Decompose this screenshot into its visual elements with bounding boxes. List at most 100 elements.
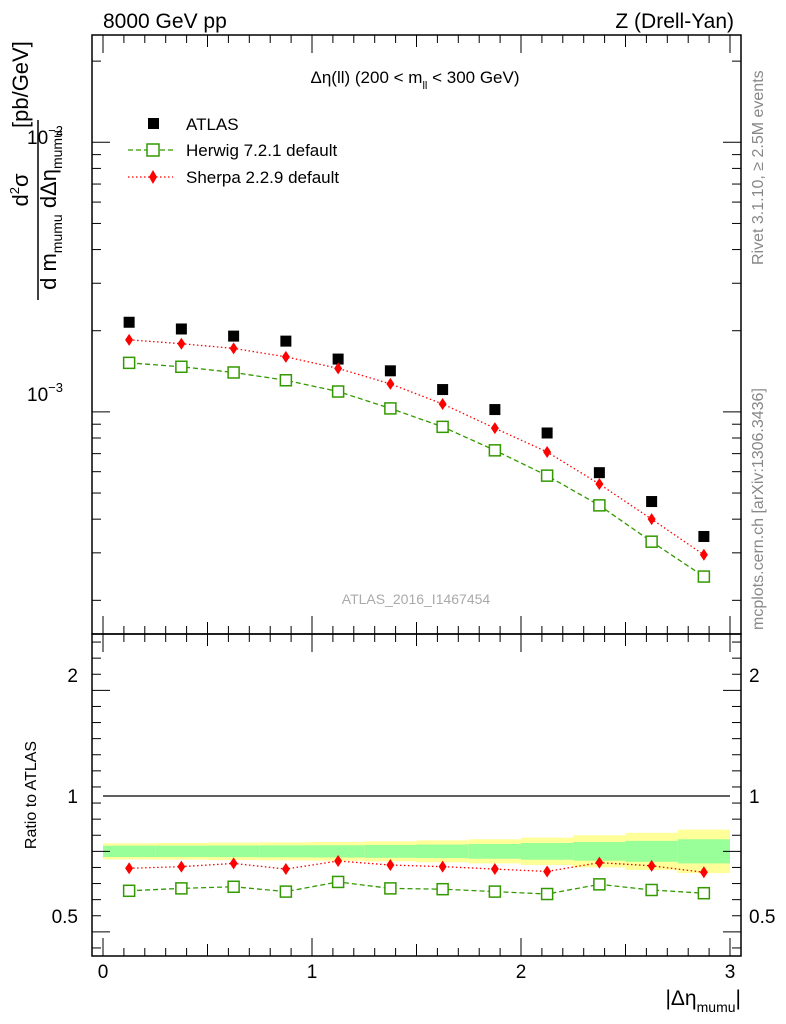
sherpa-point xyxy=(177,337,186,350)
band-inner-segment xyxy=(625,840,678,862)
ratio-herwig-point xyxy=(384,882,397,895)
herwig-point xyxy=(122,356,136,370)
ratio-herwig-point xyxy=(331,875,345,889)
main-series-markers xyxy=(122,316,711,583)
ratio-frame xyxy=(91,633,742,957)
sherpa-point xyxy=(490,422,499,435)
ratio-herwig-point xyxy=(645,883,658,897)
atlas-point xyxy=(593,467,605,479)
ratio-sherpa-point xyxy=(490,863,499,876)
band-inner-segment xyxy=(207,845,260,858)
mcplots-label: mcplots.cern.ch [arXiv:1306.3436] xyxy=(750,388,767,630)
sherpa-line xyxy=(129,339,705,556)
ratio-sherpa-point xyxy=(595,856,604,869)
legend-item-sherpa: Sherpa 2.2.9 default xyxy=(128,168,339,187)
ratio-herwig-point xyxy=(436,882,449,896)
legend-item-atlas: ATLAS xyxy=(148,115,239,134)
legend-label-herwig: Herwig 7.2.1 default xyxy=(186,141,337,160)
herwig-point xyxy=(488,444,502,457)
ratio-herwig-point xyxy=(122,884,136,898)
herwig-line xyxy=(129,362,705,578)
x-tick-label-2: 2 xyxy=(516,962,527,983)
ratio-tick-0.5: 0.5 xyxy=(52,907,78,928)
herwig-point xyxy=(175,360,188,374)
band-inner-segment xyxy=(521,842,574,860)
ratio-sherpa-point xyxy=(438,860,447,873)
ratio-sherpa-point xyxy=(229,857,238,870)
header-left: 8000 GeV pp xyxy=(103,10,227,33)
sherpa-point xyxy=(438,397,447,410)
ratio-herwig-point xyxy=(227,880,240,894)
ratio-series-markers xyxy=(122,855,711,901)
atlas-point xyxy=(489,404,501,416)
atlas-point xyxy=(384,365,396,377)
atlas-point xyxy=(175,323,187,335)
herwig-point xyxy=(279,374,293,387)
legend: ATLAS Herwig 7.2.1 default Sherpa 2.2.9 … xyxy=(128,115,339,187)
sherpa-point xyxy=(595,478,604,491)
herwig-point xyxy=(697,570,711,583)
atlas-point xyxy=(646,496,658,508)
main-axis-ticks xyxy=(92,35,741,634)
ratio-sherpa-point xyxy=(125,862,134,875)
ratio-y-axis-label: Ratio to ATLAS xyxy=(23,741,40,849)
ratio-sherpa-point xyxy=(647,859,656,872)
band-inner-segment xyxy=(155,845,208,857)
ratio-uncertainty-bands xyxy=(103,829,730,874)
atlas-point xyxy=(332,353,344,365)
legend-label-sherpa: Sherpa 2.2.9 default xyxy=(186,168,339,187)
rivet-label: Rivet 3.1.10, ≥ 2.5M events xyxy=(750,70,767,265)
band-inner-segment xyxy=(103,845,156,857)
atlas-point xyxy=(280,335,292,347)
ratio-sherpa-point xyxy=(334,855,343,868)
main-title: Δη(ll) (200 < mll < 300 GeV) xyxy=(310,68,519,92)
x-tick-label-1: 1 xyxy=(307,962,318,983)
ratio-herwig-point xyxy=(279,885,293,898)
sherpa-point xyxy=(334,362,343,375)
svg-text:[pb/GeV]: [pb/GeV] xyxy=(8,41,33,128)
ratio-sherpa-point xyxy=(386,859,395,872)
main-y-axis-label: d2σ d mmumu dΔηmumu [pb/GeV] xyxy=(7,41,65,300)
sherpa-point xyxy=(543,445,552,458)
band-inner-segment xyxy=(573,842,626,861)
y-tick-label-1e-3: 10−3 xyxy=(27,380,63,406)
x-tick-label-3: 3 xyxy=(725,962,736,983)
ratio-sherpa-point xyxy=(281,863,290,876)
ratio-herwig-point xyxy=(488,885,502,898)
ratio-panel: 2 1 0.5 2 1 0.5 Ratio to ATLAS 0 1 2 3 |… xyxy=(23,633,775,1015)
ratio-sherpa-point xyxy=(699,866,708,879)
ratio-tick-right-2: 2 xyxy=(749,666,760,687)
sherpa-point xyxy=(647,513,656,526)
sherpa-point xyxy=(386,377,395,390)
ratio-sherpa-point xyxy=(543,865,552,878)
herwig-point xyxy=(384,402,397,415)
ratio-y-tick-labels-right: 2 1 0.5 xyxy=(749,666,775,928)
ratio-axis-ticks xyxy=(92,634,741,956)
sherpa-point xyxy=(229,342,238,355)
ratio-sherpa-point xyxy=(177,860,186,873)
x-axis-label: |Δηmumu| xyxy=(665,987,741,1015)
ratio-herwig-point xyxy=(593,878,606,891)
ratio-herwig-point xyxy=(540,887,554,901)
svg-text:d mmumu dΔηmumu: d mmumu dΔηmumu xyxy=(36,130,65,290)
ratio-tick-right-0.5: 0.5 xyxy=(749,907,775,928)
main-series-lines xyxy=(129,339,705,578)
band-inner-segment xyxy=(677,839,730,864)
ratio-herwig-point xyxy=(697,886,711,900)
main-panel: Δη(ll) (200 < mll < 300 GeV) 10−2 10−3 d… xyxy=(7,34,742,635)
atlas-point xyxy=(228,330,240,342)
herwig-point xyxy=(540,469,554,482)
band-inner-segment xyxy=(259,845,312,858)
herwig-point xyxy=(331,385,345,398)
band-inner-segment xyxy=(416,844,469,859)
ratio-series-lines xyxy=(129,860,704,895)
herwig-point xyxy=(645,535,658,548)
watermark: ATLAS_2016_I1467454 xyxy=(342,591,491,607)
ratio-herwig-line xyxy=(129,881,704,895)
herwig-point xyxy=(227,366,240,379)
ratio-tick-2: 2 xyxy=(67,666,78,687)
atlas-point xyxy=(698,530,710,542)
herwig-point xyxy=(436,420,449,434)
herwig-point xyxy=(593,499,606,512)
